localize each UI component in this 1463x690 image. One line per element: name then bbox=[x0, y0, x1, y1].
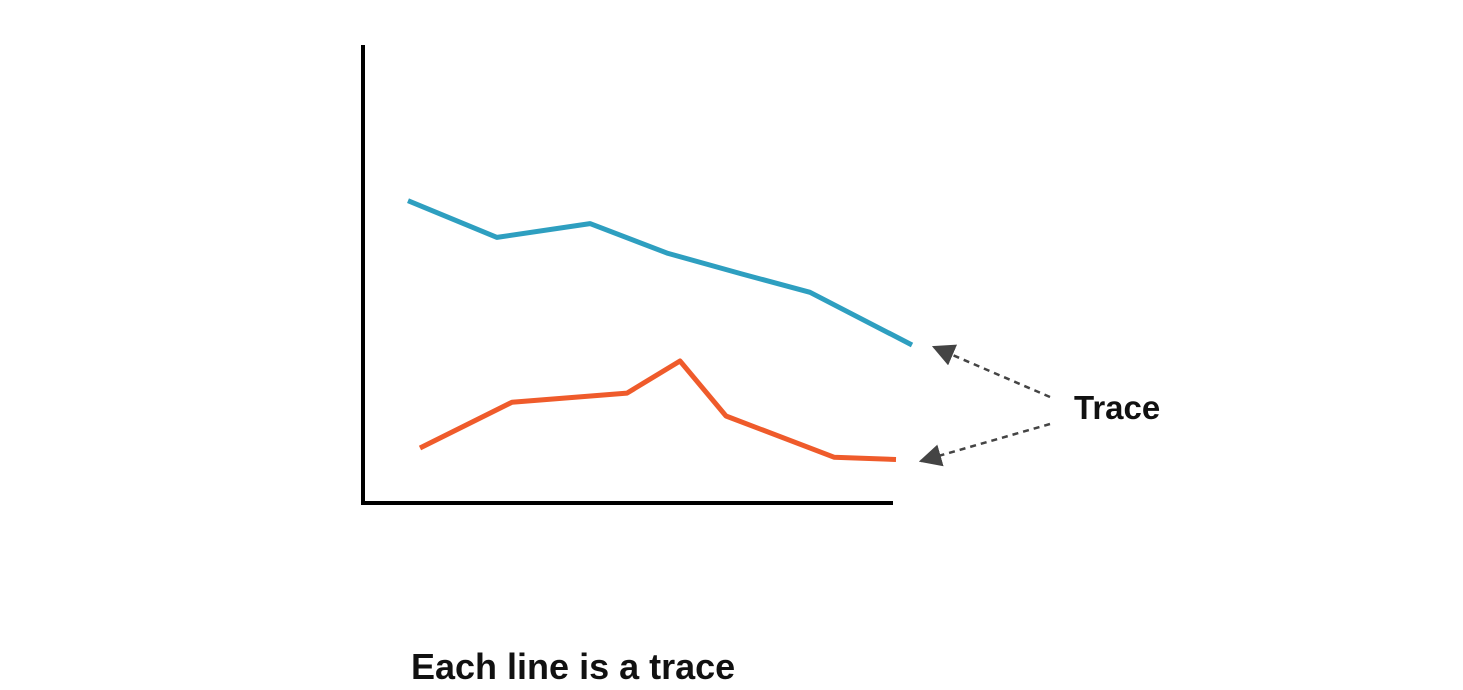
annotation-arrow-lower bbox=[918, 422, 1051, 467]
series-layer bbox=[407, 198, 914, 462]
trace-line-2 bbox=[418, 358, 897, 462]
trace-annotation: Trace bbox=[918, 344, 1160, 467]
annotation-arrow-upper bbox=[931, 344, 1051, 399]
chart-axes bbox=[361, 45, 893, 505]
caption: Each line is a trace bbox=[411, 646, 736, 687]
annotation-label: Trace bbox=[1074, 389, 1160, 426]
trace-line-1 bbox=[407, 198, 914, 348]
